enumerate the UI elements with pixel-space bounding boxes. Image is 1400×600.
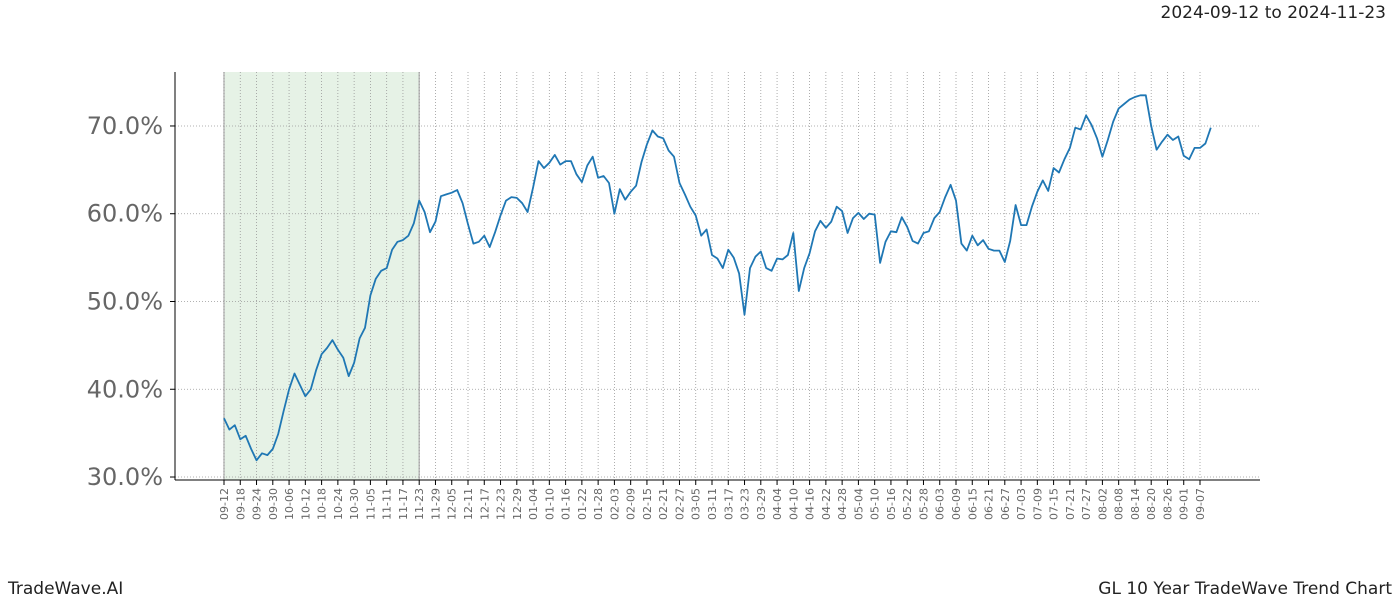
x-tick-label: 12-05 xyxy=(446,488,459,520)
x-tick-label: 02-09 xyxy=(625,488,638,520)
x-tick-label: 03-29 xyxy=(755,488,768,520)
x-tick-label: 01-04 xyxy=(527,488,540,520)
x-tick-label: 12-29 xyxy=(511,488,524,520)
y-tick-label: 70.0% xyxy=(87,112,163,140)
x-tick-label: 12-11 xyxy=(462,488,475,520)
x-tick-label: 09-07 xyxy=(1194,488,1207,520)
x-tick-label: 06-09 xyxy=(950,488,963,520)
x-tick-label: 07-09 xyxy=(1031,488,1044,520)
x-tick-label: 04-10 xyxy=(787,488,800,520)
x-tick-label: 02-27 xyxy=(673,488,686,520)
x-tick-label: 11-23 xyxy=(413,488,426,520)
x-tick-label: 03-17 xyxy=(722,488,735,520)
x-tick-label: 09-30 xyxy=(267,488,280,520)
x-tick-label: 09-01 xyxy=(1178,488,1191,520)
x-tick-label: 02-03 xyxy=(608,488,621,520)
x-tick-label: 08-02 xyxy=(1096,488,1109,520)
x-tick-label: 06-03 xyxy=(934,488,947,520)
x-tick-label: 10-06 xyxy=(283,488,296,520)
x-tick-label: 07-27 xyxy=(1080,488,1093,520)
brand: TradeWave.AI xyxy=(7,579,123,599)
trend-line xyxy=(223,94,1212,462)
x-tick-label: 05-04 xyxy=(852,488,865,520)
x-tick-label: 05-10 xyxy=(869,488,882,520)
x-tick-label: 01-10 xyxy=(543,488,556,520)
x-tick-label: 01-22 xyxy=(576,488,589,520)
x-tick-label: 08-20 xyxy=(1145,488,1158,520)
x-tick-label: 10-24 xyxy=(332,488,345,520)
x-tick-label: 05-28 xyxy=(917,488,930,520)
x-tick-label: 07-03 xyxy=(1015,488,1028,520)
x-tick-label: 09-18 xyxy=(234,488,247,520)
x-tick-label: 07-15 xyxy=(1048,488,1061,520)
x-tick-label: 02-15 xyxy=(641,488,654,520)
x-tick-label: 04-28 xyxy=(836,488,849,520)
x-tick-label: 08-14 xyxy=(1129,488,1142,520)
x-tick-label: 10-12 xyxy=(299,488,312,520)
x-tick-label: 08-26 xyxy=(1161,488,1174,520)
x-tick-label: 04-22 xyxy=(820,488,833,520)
x-tick-label: 03-05 xyxy=(690,488,703,520)
x-tick-label: 04-04 xyxy=(771,488,784,520)
x-tick-label: 11-11 xyxy=(381,488,394,520)
x-tick-label: 05-16 xyxy=(885,488,898,520)
x-tick-label: 09-12 xyxy=(218,488,231,520)
x-tick-label: 05-22 xyxy=(901,488,914,520)
y-tick-label: 30.0% xyxy=(87,463,163,491)
x-tick-label: 12-23 xyxy=(495,488,508,520)
x-tick-label: 10-30 xyxy=(348,488,361,520)
y-tick-label: 50.0% xyxy=(87,287,163,315)
x-tick-label: 06-15 xyxy=(966,488,979,520)
x-tick-label: 04-16 xyxy=(804,488,817,520)
y-tick-label: 40.0% xyxy=(87,375,163,403)
x-tick-label: 06-21 xyxy=(983,488,996,520)
x-tick-label: 11-29 xyxy=(429,488,442,520)
x-tick-label: 07-21 xyxy=(1064,488,1077,520)
x-tick-label: 10-18 xyxy=(316,488,329,520)
x-tick-label: 11-05 xyxy=(364,488,377,520)
x-tick-label: 02-21 xyxy=(657,488,670,520)
x-tick-label: 01-16 xyxy=(560,488,573,520)
x-tick-label: 01-28 xyxy=(592,488,605,520)
subtitle: 2024-09-12 to 2024-11-23 xyxy=(1161,3,1386,23)
x-tick-label: 06-27 xyxy=(999,488,1012,520)
x-tick-label: 03-11 xyxy=(706,488,719,520)
x-tick-label: 12-17 xyxy=(478,488,491,520)
y-tick-label: 60.0% xyxy=(87,200,163,228)
x-tick-label: 03-23 xyxy=(739,488,752,520)
x-tick-label: 09-24 xyxy=(251,488,264,520)
caption: GL 10 Year TradeWave Trend Chart xyxy=(1098,579,1392,599)
x-tick-label: 11-17 xyxy=(397,488,410,520)
x-tick-label: 08-08 xyxy=(1113,488,1126,520)
